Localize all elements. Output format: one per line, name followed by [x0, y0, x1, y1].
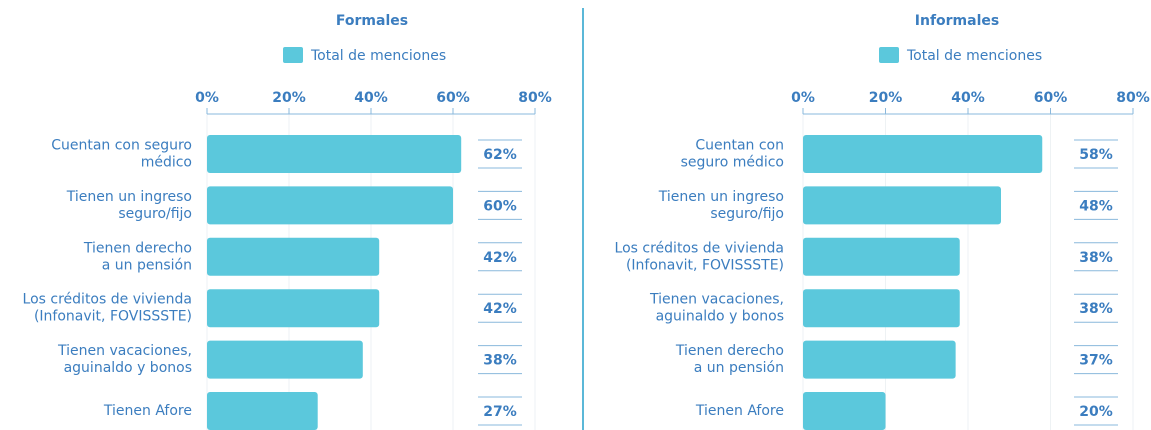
- bar: [207, 289, 380, 328]
- bar: [803, 237, 960, 276]
- value-label: 37%: [1079, 353, 1113, 369]
- category-label: Cuentan con: [695, 138, 784, 154]
- value-label: 60%: [483, 198, 517, 214]
- bar: [207, 237, 380, 276]
- category-label: Tienen un ingreso: [66, 189, 192, 205]
- x-tick-label: 80%: [1116, 90, 1150, 106]
- value-label: 48%: [1079, 198, 1113, 214]
- bar: [207, 135, 462, 173]
- value-label: 42%: [483, 301, 517, 317]
- category-label: Tienen vacaciones,: [57, 343, 192, 359]
- bar: [803, 340, 956, 379]
- bar: [207, 392, 318, 430]
- category-label: Tienen vacaciones,: [649, 292, 784, 308]
- x-tick-label: 0%: [195, 90, 219, 106]
- category-label: Tienen Afore: [695, 403, 784, 419]
- bar: [803, 186, 1001, 225]
- legend-label: Total de menciones: [310, 48, 446, 64]
- category-label: seguro médico: [681, 155, 784, 171]
- value-label: 38%: [1079, 301, 1113, 317]
- bar: [207, 186, 453, 225]
- x-tick-label: 60%: [1034, 90, 1068, 106]
- category-label: Tienen derecho: [83, 240, 192, 256]
- category-label: Tienen derecho: [675, 343, 784, 359]
- bar: [803, 135, 1043, 173]
- bar: [207, 340, 363, 379]
- x-tick-label: 40%: [354, 90, 388, 106]
- category-label: a un pensión: [102, 257, 192, 273]
- value-label: 42%: [483, 250, 517, 266]
- category-label: (Infonavit, FOVISSSTE): [34, 309, 192, 325]
- value-label: 38%: [1079, 250, 1113, 266]
- bar: [803, 392, 886, 430]
- category-label: seguro/fijo: [710, 206, 784, 222]
- value-label: 38%: [483, 353, 517, 369]
- category-label: Tienen un ingreso: [658, 189, 784, 205]
- category-label: Tienen Afore: [103, 403, 192, 419]
- category-label: médico: [141, 155, 192, 171]
- category-label: aguinaldo y bonos: [64, 360, 192, 376]
- category-label: a un pensión: [694, 360, 784, 376]
- chart-title: Informales: [915, 13, 999, 29]
- x-tick-label: 20%: [869, 90, 903, 106]
- value-label: 62%: [483, 147, 517, 163]
- x-tick-label: 0%: [791, 90, 815, 106]
- category-label: aguinaldo y bonos: [656, 309, 784, 325]
- x-tick-label: 60%: [436, 90, 470, 106]
- x-tick-label: 40%: [951, 90, 985, 106]
- legend-swatch: [879, 47, 899, 63]
- legend-label: Total de menciones: [906, 48, 1042, 64]
- category-label: (Infonavit, FOVISSSTE): [626, 257, 784, 273]
- value-label: 58%: [1079, 147, 1113, 163]
- x-tick-label: 20%: [272, 90, 306, 106]
- x-tick-label: 80%: [518, 90, 552, 106]
- category-label: Los créditos de vivienda: [23, 292, 192, 308]
- category-label: Los créditos de vivienda: [615, 240, 784, 256]
- legend-swatch: [283, 47, 303, 63]
- value-label: 27%: [483, 404, 517, 420]
- chart-title: Formales: [336, 13, 408, 29]
- value-label: 20%: [1079, 404, 1113, 420]
- category-label: Cuentan con seguro: [51, 138, 192, 154]
- bar: [803, 289, 960, 328]
- category-label: seguro/fijo: [118, 206, 192, 222]
